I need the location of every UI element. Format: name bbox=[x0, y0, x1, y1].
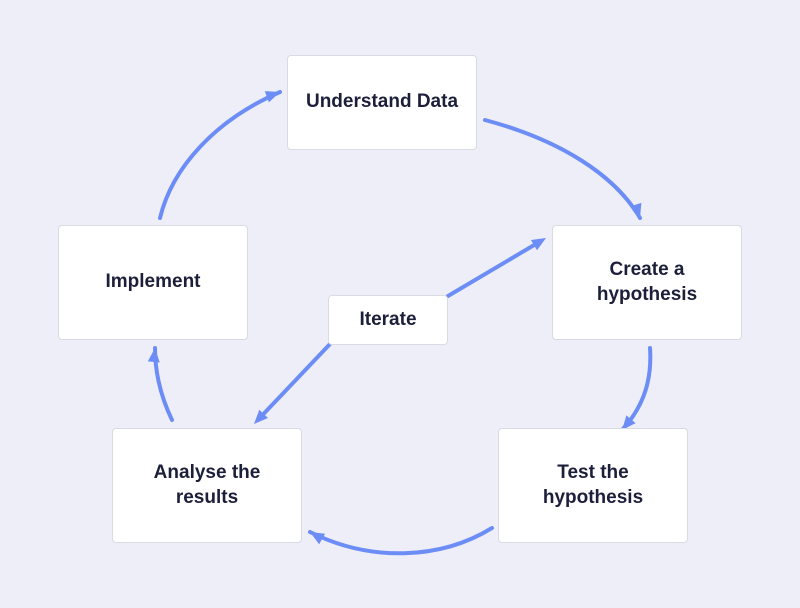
node-label: Test the hypothesis bbox=[509, 461, 677, 510]
node-label: Understand Data bbox=[306, 90, 458, 115]
node-iterate: Iterate bbox=[328, 295, 448, 345]
node-label: Analyse the results bbox=[123, 461, 291, 510]
node-create: Create a hypothesis bbox=[552, 225, 742, 340]
node-understand: Understand Data bbox=[287, 55, 477, 150]
node-label: Create a hypothesis bbox=[563, 258, 731, 307]
node-label: Implement bbox=[105, 270, 200, 295]
node-analyse: Analyse the results bbox=[112, 428, 302, 543]
node-implement: Implement bbox=[58, 225, 248, 340]
diagram-canvas: Understand Data Create a hypothesis Test… bbox=[0, 0, 800, 608]
node-label: Iterate bbox=[359, 308, 416, 333]
node-test: Test the hypothesis bbox=[498, 428, 688, 543]
